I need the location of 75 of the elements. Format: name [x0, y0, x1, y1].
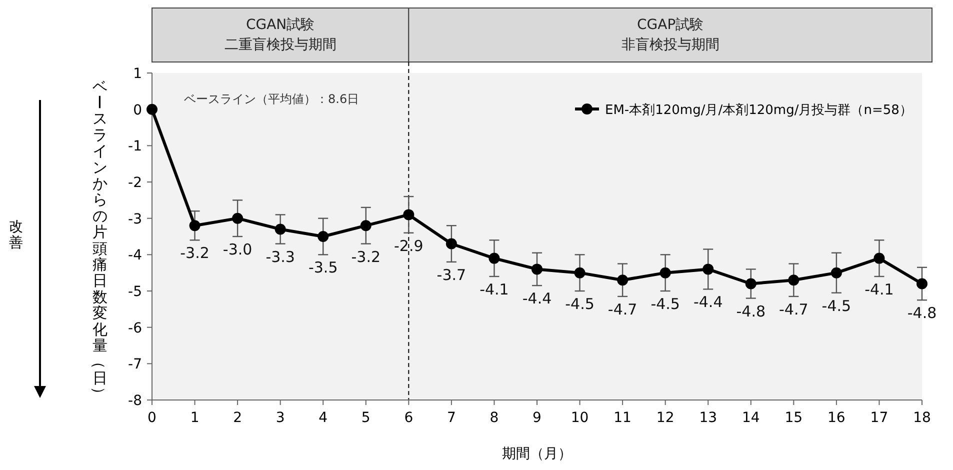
text: ベースラインからの片頭痛日数変化量（日）: [90, 77, 108, 402]
y-tick-label: 1: [133, 66, 142, 82]
point: [232, 212, 244, 224]
point: [745, 278, 756, 290]
data-label: -3.2: [351, 248, 381, 266]
x-tick-label: 7: [446, 410, 456, 426]
y-tick-label: -3: [128, 211, 142, 228]
point: [788, 274, 800, 286]
data-label: -4.7: [779, 300, 808, 318]
x-tick-label: 1: [190, 410, 200, 426]
x-tick-label: 11: [614, 410, 632, 426]
x-tick-label: 17: [870, 410, 888, 426]
point: [874, 252, 885, 264]
data-label: -3.7: [436, 266, 466, 284]
y-tick-label: 0: [133, 102, 142, 118]
data-label: -2.9: [394, 236, 424, 255]
point: [403, 209, 414, 220]
y-tick-label: -8: [128, 393, 142, 409]
point: [446, 238, 457, 250]
x-tick-label: 13: [699, 410, 718, 426]
y-tick-label: -7: [128, 356, 142, 373]
y-tick-label: -4: [128, 248, 142, 264]
x-tick-label: 5: [361, 410, 370, 426]
point: [532, 264, 542, 275]
data-label: -4.1: [864, 280, 894, 298]
text: 非盲検投与期間: [621, 36, 720, 53]
x-tick-label: 4: [318, 410, 328, 426]
data-label: -4.5: [565, 295, 594, 313]
x-tick-label: 9: [532, 410, 542, 426]
x-tick-label: 6: [404, 410, 414, 426]
legend-label: EM-本剤120mg/月/本剤120mg/月投与群（n=58）: [605, 103, 912, 118]
y-tick-label: -5: [128, 284, 142, 300]
x-tick-label: 10: [570, 410, 589, 426]
data-label: -4.4: [693, 293, 723, 312]
point: [660, 267, 671, 278]
x-tick-label: 18: [913, 410, 931, 426]
data-label: -4.8: [736, 302, 766, 320]
point: [702, 264, 714, 275]
x-tick-label: 15: [784, 410, 803, 426]
x-tick-label: 3: [276, 410, 285, 426]
y-tick-label: -1: [128, 138, 142, 155]
point: [189, 220, 200, 232]
band-label: CGAN試験: [246, 17, 315, 33]
data-label: -4.7: [608, 300, 638, 318]
y-tick-label: -2: [128, 175, 142, 191]
x-tick-label: 0: [148, 410, 156, 426]
data-label: -4.8: [907, 304, 937, 322]
band-label: CGAP試験: [637, 17, 704, 33]
x-tick-label: 2: [233, 410, 242, 426]
data-label: -3.2: [180, 244, 210, 262]
data-label: -4.5: [822, 296, 852, 315]
point: [488, 252, 500, 264]
point: [274, 224, 286, 235]
point: [916, 278, 928, 290]
data-label: -4.4: [522, 290, 552, 308]
x-tick-label: 12: [656, 410, 674, 426]
point: [146, 104, 158, 115]
point: [617, 274, 628, 286]
x-tick-label: 16: [828, 410, 846, 426]
data-label: -4.1: [480, 280, 509, 298]
data-label: -4.5: [650, 295, 680, 313]
x-tick-label: 8: [490, 410, 499, 426]
x-axis-title: 期間（月）: [502, 446, 572, 462]
text: 二重盲検投与期間: [224, 36, 336, 53]
data-label: -3.3: [266, 248, 295, 266]
annotation: ベースライン（平均値）：8.6日: [184, 92, 360, 106]
data-label: -3.0: [222, 240, 252, 258]
point: [360, 220, 372, 232]
point: [318, 231, 329, 242]
y-tick-label: -6: [128, 320, 142, 336]
point: [574, 267, 586, 278]
point: [830, 267, 842, 278]
x-tick-label: 14: [742, 410, 760, 426]
data-label: -3.5: [308, 258, 338, 277]
text: 改善: [9, 218, 23, 251]
